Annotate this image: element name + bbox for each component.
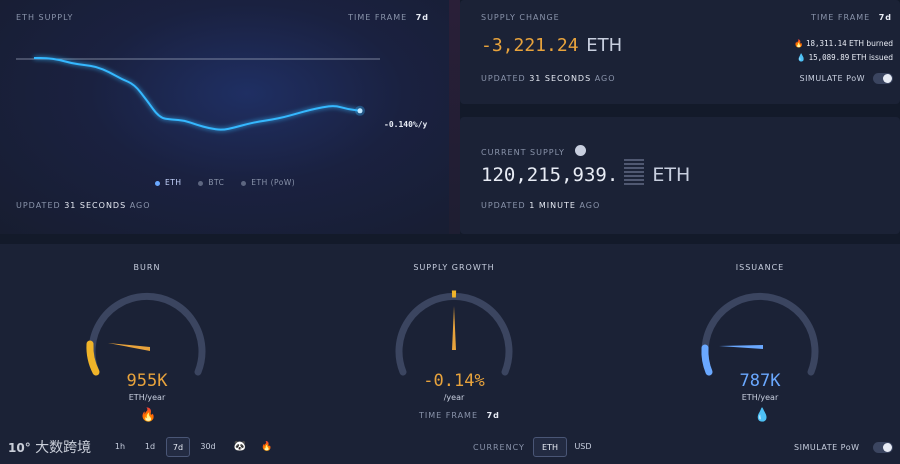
current-updated-prefix: UPDATED [481,201,526,210]
current-updated-suffix: AGO [579,201,601,210]
current-updated-value: 1 MINUTE [529,201,576,210]
merge-panda-icon[interactable]: 🐼 [233,441,247,452]
timeframe-30d-button[interactable]: 30d [200,442,216,451]
supply-updated: UPDATED 31 SECONDS AGO [16,201,151,210]
timeframe-1d-button[interactable]: 1d [144,442,156,451]
growth-gauge-needle [452,306,456,350]
eth-series-line [33,56,361,131]
eth-series-group [33,56,365,131]
issuance-gauge-needle [719,345,763,349]
growth-unit: /year [443,393,465,402]
growth-timeframe-label: TIME FRAME [419,411,479,420]
growth-timeframe: TIME FRAME 7d [419,411,500,420]
burned-value: 18,311.14 [806,39,847,48]
burned-row: 🔥 18,311.14 ETH burned [794,37,893,51]
change-updated-prefix: UPDATED [481,74,526,83]
fire-icon: 🔥 [140,408,157,423]
eth-supply-panel: ETH SUPPLY TIME FRAME 7d -0.140%/y ETH B… [0,0,449,234]
legend-btc-label: BTC [208,178,225,187]
burn-unit: ETH/year [128,393,166,402]
eth-coin-icon [574,145,586,156]
bottom-simulate-label: SIMULATE PoW [794,443,860,452]
change-updated-suffix: AGO [594,74,616,83]
burn-title: BURN [133,263,161,272]
issued-row: 💧 15,089.89 ETH issued [794,51,893,65]
timeframe-1h-button[interactable]: 1h [114,442,126,451]
supply-timeframe-value: 7d [415,13,429,22]
growth-title: SUPPLY GROWTH [413,263,495,272]
bottom-simulate-pow-toggle[interactable] [873,442,893,453]
issuance-gauge-track [701,292,819,376]
burn-gauge-track [88,292,206,376]
legend-eth[interactable]: ETH [155,178,181,187]
current-updated: UPDATED 1 MINUTE AGO [481,201,600,210]
eth-supply-chart[interactable] [0,0,449,234]
supply-change-panel: SUPPLY CHANGE TIME FRAME 7d -3,221.24 ET… [460,0,900,104]
growth-timeframe-value: 7d [486,411,500,420]
droplet-icon: 💧 [754,408,771,423]
watermark-text: 大数跨境 [35,440,92,456]
issued-label: ETH issued [851,53,893,62]
change-updated: UPDATED 31 SECONDS AGO [481,74,616,83]
burn-since-icon[interactable]: 🔥 [261,442,273,452]
burn-value: 955K [126,371,168,391]
growth-gauge [395,290,513,376]
timeframe-7d-button[interactable]: 7d [166,437,190,457]
ticking-digits [624,158,645,187]
supply-change-number: -3,221.24 [481,35,579,56]
chart-legend: ETH BTC ETH (PoW) [155,178,295,187]
burn-gauge [86,292,206,376]
legend-pow-label: ETH (PoW) [251,178,296,187]
burn-issue-summary: 🔥 18,311.14 ETH burned 💧 15,089.89 ETH i… [794,37,893,65]
legend-eth-label: ETH [165,178,182,187]
burned-label: ETH burned [849,39,893,48]
legend-eth-dot [155,180,160,186]
legend-pow-dot [241,180,247,186]
legend-btc-dot [198,180,204,186]
change-timeframe-value: 7d [878,13,892,22]
issued-value: 15,089.89 [808,53,850,62]
current-supply-unit: ETH [652,164,691,186]
supply-timeframe: TIME FRAME 7d [348,13,429,22]
issuance-value: 787K [739,371,781,391]
current-supply-value: 120,215,939. ETH [481,158,691,187]
change-updated-value: 31 SECONDS [529,74,592,83]
burn-gauge-needle [108,343,150,351]
currency-eth-button[interactable]: ETH [533,437,567,457]
issuance-unit: ETH/year [741,393,779,402]
growth-value: -0.14% [423,371,485,391]
supply-timeframe-label: TIME FRAME [348,13,408,22]
supply-updated-prefix: UPDATED [16,201,61,210]
fire-icon: 🔥 [794,39,804,48]
current-supply-number: 120,215,939. [481,164,619,186]
legend-btc[interactable]: BTC [198,178,224,187]
currency-usd-button[interactable]: USD [574,442,592,451]
watermark: 10° 大数跨境 [8,437,91,457]
change-timeframe: TIME FRAME 7d [811,13,892,22]
eth-supply-title: ETH SUPPLY [16,13,74,22]
supply-change-title: SUPPLY CHANGE [481,13,560,22]
droplet-icon: 💧 [796,53,807,62]
currency-label: CURRENCY [473,443,525,452]
eth-series-endpoint [357,108,363,114]
issuance-gauge-fill [701,344,713,376]
gauges-panel: BURN 955K ETH/year 🔥 SUPPLY GROWTH -0.14… [0,244,900,464]
supply-change-unit: ETH [586,35,623,56]
supply-change-value: -3,221.24 ETH [481,35,622,56]
supply-updated-suffix: AGO [129,201,151,210]
supply-updated-value: 31 SECONDS [64,201,127,210]
panel-divider [449,0,460,234]
issuance-title: ISSUANCE [735,263,785,272]
current-supply-title: CURRENT SUPPLY [481,148,565,157]
issuance-gauge [701,292,819,376]
current-supply-panel: CURRENT SUPPLY 120,215,939. ETH UPDATED … [460,117,900,234]
change-simulate-pow-toggle[interactable] [873,73,893,84]
legend-pow[interactable]: ETH (PoW) [241,178,295,187]
change-timeframe-label: TIME FRAME [811,13,871,22]
rate-annotation: -0.140%/y [384,120,428,129]
change-simulate-label: SIMULATE PoW [799,74,865,83]
watermark-logo: 10° [8,441,31,455]
burn-gauge-fill [86,340,100,376]
current-supply-header: CURRENT SUPPLY [481,140,586,159]
